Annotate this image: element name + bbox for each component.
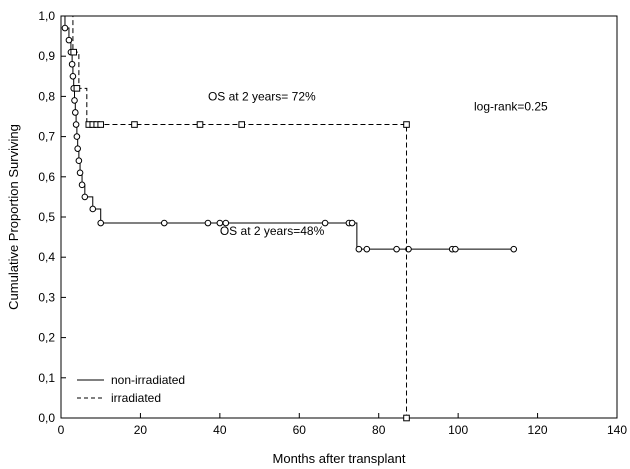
censor-marker-non-irradiated <box>71 97 78 104</box>
censor-marker-irradiated <box>238 121 245 128</box>
censor-marker-non-irradiated <box>452 245 459 253</box>
censor-marker-non-irradiated <box>73 133 81 140</box>
censor-marker-non-irradiated <box>89 205 97 213</box>
censor-marker-irradiated <box>403 414 410 422</box>
series-line-irradiated <box>61 15 408 418</box>
censor-marker-non-irradiated <box>61 24 69 32</box>
censor-marker-non-irradiated <box>393 245 400 253</box>
censor-marker-non-irradiated <box>69 73 77 80</box>
x-tick-label: 120 <box>528 423 548 437</box>
annotation-1: OS at 2 years= 72% <box>208 89 316 103</box>
y-axis-ticks: 0,0 0,1 0,2 0,3 0,4 0,5 0,6 0,7 0,8 0,9 1,0 <box>38 9 66 425</box>
annotation-2: OS at 2 years=48% <box>220 224 325 238</box>
censor-marker-non-irradiated <box>72 121 80 128</box>
censor-marker-non-irradiated <box>71 109 79 116</box>
censor-marker-non-irradiated <box>348 219 356 227</box>
censor-marker-non-irradiated <box>78 181 86 189</box>
censor-marker-non-irradiated <box>204 219 212 227</box>
y-tick-label: 0,9 <box>38 49 55 63</box>
censor-marker-irradiated <box>97 121 105 128</box>
y-tick-label: 0,7 <box>38 130 55 144</box>
series-line-non-irradiated <box>61 15 514 250</box>
y-tick-label: 0,2 <box>38 331 55 345</box>
y-tick-label: 0,4 <box>38 250 55 264</box>
x-tick-label: 0 <box>58 423 65 437</box>
x-tick-label: 40 <box>213 423 227 437</box>
censor-marker-non-irradiated <box>68 60 76 68</box>
y-tick-label: 0,6 <box>38 170 55 184</box>
censor-marker-non-irradiated <box>363 245 371 253</box>
censor-marker-non-irradiated <box>97 219 105 227</box>
y-tick-label: 1,0 <box>38 9 55 23</box>
censor-marker-non-irradiated <box>222 219 230 227</box>
x-axis-label: Months after transplant <box>273 451 406 466</box>
censor-marker-non-irradiated <box>510 245 518 253</box>
censor-marker-non-irradiated <box>81 193 89 201</box>
legend: non-irradiated irradiated <box>77 373 185 405</box>
plot-frame <box>60 15 618 419</box>
censor-marker-non-irradiated <box>74 145 81 152</box>
annotation-3: log-rank=0.25 <box>474 99 548 113</box>
censor-marker-non-irradiated <box>75 157 83 165</box>
censor-marker-non-irradiated <box>405 245 412 253</box>
censor-marker-irradiated <box>73 85 81 92</box>
y-tick-label: 0,3 <box>38 290 55 304</box>
censor-marker-irradiated <box>131 121 138 128</box>
x-axis-ticks: 0 20 40 60 80 100 120 140 <box>58 413 627 437</box>
x-tick-label: 20 <box>134 423 148 437</box>
censor-marker-irradiated <box>196 121 204 128</box>
x-tick-label: 80 <box>372 423 386 437</box>
censor-marker-irradiated <box>403 121 410 128</box>
censor-marker-irradiated <box>70 48 78 56</box>
censor-marker-non-irradiated <box>65 36 73 44</box>
legend-label-irradiated: irradiated <box>111 391 161 405</box>
y-tick-label: 0,8 <box>38 89 55 103</box>
y-tick-label: 0,5 <box>38 210 55 224</box>
y-tick-label: 0,0 <box>38 411 55 425</box>
annotations: OS at 2 years= 72% OS at 2 years=48% log-r… <box>208 89 548 238</box>
survival-curves <box>61 15 518 422</box>
censor-marker-non-irradiated <box>355 245 363 253</box>
x-tick-label: 140 <box>607 423 627 437</box>
legend-label-non-irradiated: non-irradiated <box>111 373 185 387</box>
x-tick-label: 60 <box>293 423 307 437</box>
x-tick-label: 100 <box>448 423 468 437</box>
y-axis-label: Cumulative Proportion Surviving <box>6 124 21 310</box>
censor-marker-non-irradiated <box>160 219 168 227</box>
censor-marker-non-irradiated <box>76 169 84 177</box>
censor-marker-non-irradiated <box>321 219 329 227</box>
y-tick-label: 0,1 <box>38 371 55 385</box>
